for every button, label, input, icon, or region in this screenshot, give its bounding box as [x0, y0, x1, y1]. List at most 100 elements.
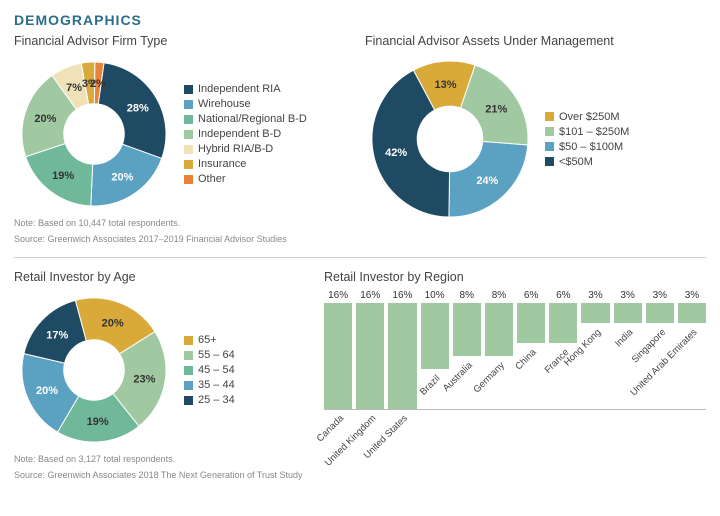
slice-percent-label: 20%: [36, 385, 58, 397]
legend-item: Wirehouse: [184, 98, 307, 110]
bar-rect: [517, 303, 545, 343]
legend-label: Over $250M: [559, 111, 620, 123]
legend-label: Other: [198, 173, 226, 185]
bar-value-label: 8%: [460, 290, 474, 301]
legend-swatch: [184, 145, 193, 154]
bar-rect: [549, 303, 577, 343]
legend-swatch: [184, 85, 193, 94]
slice-percent-label: 23%: [133, 374, 155, 386]
legend-item: National/Regional B-D: [184, 113, 307, 125]
legend-swatch: [184, 396, 193, 405]
slice-percent-label: 19%: [87, 416, 109, 428]
section-divider: [14, 257, 706, 258]
legend-label: Independent B-D: [198, 128, 281, 140]
bar-rect: [646, 303, 674, 323]
page-title: DEMOGRAPHICS: [14, 12, 706, 28]
legend-swatch: [184, 115, 193, 124]
legend-swatch: [545, 157, 554, 166]
legend-item: $50 – $100M: [545, 141, 629, 153]
legend-item: Over $250M: [545, 111, 629, 123]
aum-title: Financial Advisor Assets Under Managemen…: [365, 34, 706, 48]
legend-item: 65+: [184, 334, 235, 346]
bar-category-label: India: [613, 327, 635, 349]
bar-category-label: Canada: [315, 413, 346, 444]
legend-label: $101 – $250M: [559, 126, 629, 138]
slice-percent-label: 20%: [111, 171, 133, 183]
bar-rect: [485, 303, 513, 356]
age-title: Retail Investor by Age: [14, 270, 314, 284]
slice-percent-label: 7%: [66, 82, 82, 94]
bar-rect: [356, 303, 384, 409]
bar-category-label: China: [514, 347, 539, 372]
bar-rect: [453, 303, 481, 356]
bar-rect: [614, 303, 642, 323]
bar-value-label: 8%: [492, 290, 506, 301]
bar-column: 16%United Kingdom: [356, 290, 384, 409]
firm-type-panel: Financial Advisor Firm Type 28%20%19%20%…: [14, 28, 355, 251]
legend-label: Hybrid RIA/B-D: [198, 143, 273, 155]
age-donut: 20%23%19%20%17%: [14, 290, 174, 450]
bar-rect: [388, 303, 416, 409]
legend-swatch: [545, 142, 554, 151]
bar-category-label: Brazil: [418, 373, 443, 398]
bar-column: 3%United Arab Emirates: [678, 290, 706, 409]
bar-rect: [581, 303, 609, 323]
bar-value-label: 6%: [556, 290, 570, 301]
legend-label: 45 – 54: [198, 364, 235, 376]
legend-swatch: [184, 366, 193, 375]
slice-percent-label: 17%: [46, 330, 68, 342]
age-legend: 65+ 55 – 64 45 – 54 35 – 44 25 – 34: [184, 334, 235, 406]
slice-percent-label: 20%: [34, 113, 56, 125]
slice-percent-label: 19%: [52, 170, 74, 182]
bar-value-label: 3%: [620, 290, 634, 301]
legend-swatch: [184, 351, 193, 360]
slice-percent-label: 13%: [435, 79, 457, 91]
slice-percent-label: 28%: [127, 103, 149, 115]
legend-label: $50 – $100M: [559, 141, 623, 153]
legend-item: Independent RIA: [184, 83, 307, 95]
bar-column: 16%Canada: [324, 290, 352, 409]
legend-item: Other: [184, 173, 307, 185]
region-title: Retail Investor by Region: [324, 270, 706, 284]
bar-value-label: 16%: [392, 290, 412, 301]
aum-donut: 13% 21% 24% 42%: [365, 54, 535, 224]
legend-item: 45 – 54: [184, 364, 235, 376]
legend-label: Insurance: [198, 158, 246, 170]
legend-swatch: [184, 100, 193, 109]
legend-swatch: [184, 175, 193, 184]
bar-value-label: 3%: [653, 290, 667, 301]
legend-swatch: [184, 336, 193, 345]
legend-item: $101 – $250M: [545, 126, 629, 138]
aum-panel: Financial Advisor Assets Under Managemen…: [365, 28, 706, 251]
bar-rect: [324, 303, 352, 409]
legend-label: National/Regional B-D: [198, 113, 307, 125]
bar-value-label: 6%: [524, 290, 538, 301]
slice-percent-label: 24%: [476, 175, 498, 187]
legend-label: 25 – 34: [198, 394, 235, 406]
legend-item: 35 – 44: [184, 379, 235, 391]
legend-item: 25 – 34: [184, 394, 235, 406]
firm-type-note2: Source: Greenwich Associates 2017–2019 F…: [14, 234, 355, 246]
region-barchart: 16%Canada16%United Kingdom16%United Stat…: [324, 290, 706, 460]
legend-item: Hybrid RIA/B-D: [184, 143, 307, 155]
firm-type-note1: Note: Based on 10,447 total respondents.: [14, 218, 355, 230]
legend-label: Wirehouse: [198, 98, 251, 110]
firm-type-legend: Independent RIA Wirehouse National/Regiona…: [184, 83, 307, 185]
slice-percent-label: 42%: [385, 147, 407, 159]
bar-column: 6% China: [517, 290, 545, 409]
legend-label: Independent RIA: [198, 83, 281, 95]
age-note1: Note: Based on 3,127 total respondents.: [14, 454, 314, 466]
bar-value-label: 3%: [588, 290, 602, 301]
legend-swatch: [184, 160, 193, 169]
legend-label: 55 – 64: [198, 349, 235, 361]
legend-label: <$50M: [559, 156, 593, 168]
bar-value-label: 10%: [425, 290, 445, 301]
bar-rect: [421, 303, 449, 369]
firm-type-donut: 28%20%19%20%7%3%2%: [14, 54, 174, 214]
bar-column: 8%Germany: [485, 290, 513, 409]
slice-percent-label: 2%: [90, 78, 106, 90]
legend-item: 55 – 64: [184, 349, 235, 361]
slice-percent-label: 21%: [485, 104, 507, 116]
legend-swatch: [545, 112, 554, 121]
bar-column: 3%Hong Kong: [581, 290, 609, 409]
